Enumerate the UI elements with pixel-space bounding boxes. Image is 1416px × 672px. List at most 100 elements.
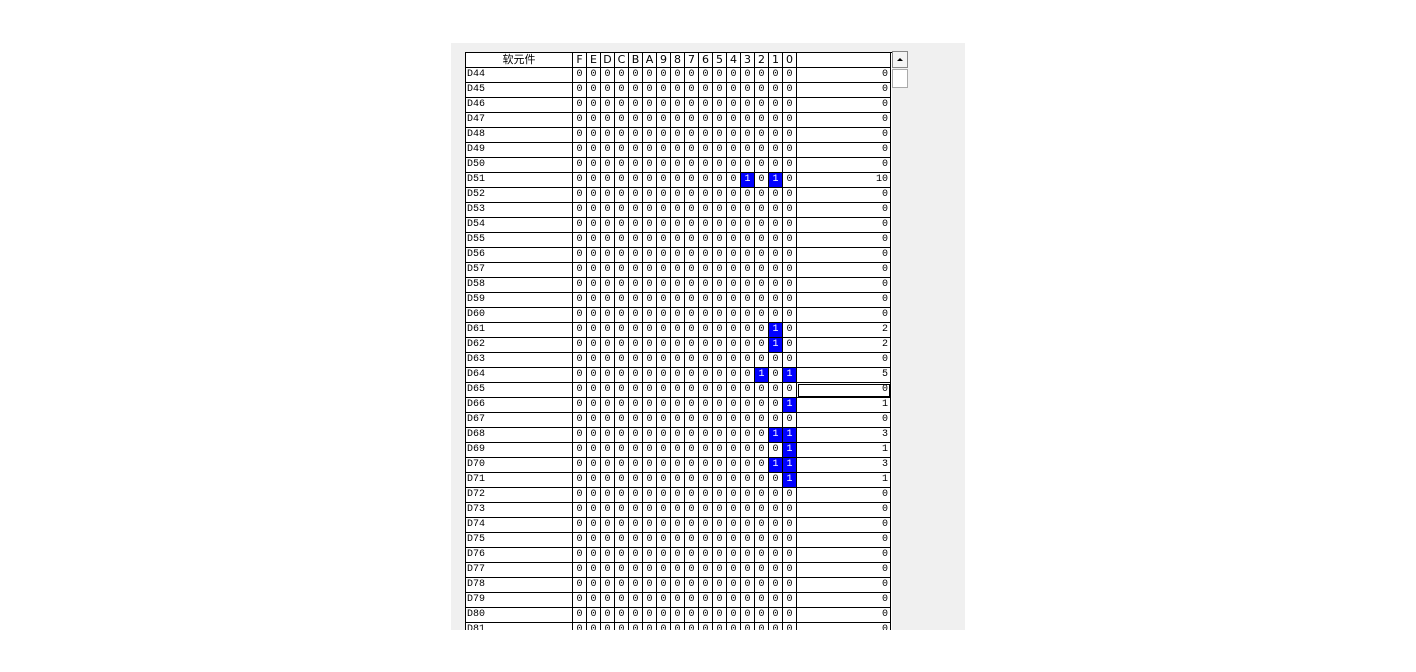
bit-cell[interactable]: 0: [741, 218, 755, 233]
bit-cell[interactable]: 0: [629, 608, 643, 623]
bit-cell[interactable]: 0: [783, 128, 797, 143]
bit-cell[interactable]: 0: [713, 323, 727, 338]
value-cell[interactable]: 5: [797, 368, 891, 383]
bit-cell[interactable]: 1: [783, 398, 797, 413]
bit-cell[interactable]: 0: [643, 248, 657, 263]
bit-cell[interactable]: 0: [671, 113, 685, 128]
bit-cell[interactable]: 0: [671, 623, 685, 630]
bit-cell[interactable]: 0: [615, 488, 629, 503]
bit-cell[interactable]: 0: [643, 233, 657, 248]
bit-cell[interactable]: 0: [615, 353, 629, 368]
bit-cell[interactable]: 0: [741, 503, 755, 518]
bit-cell[interactable]: 0: [685, 488, 699, 503]
bit-cell[interactable]: 0: [769, 578, 783, 593]
bit-cell[interactable]: 0: [643, 503, 657, 518]
bit-cell[interactable]: 0: [629, 413, 643, 428]
bit-cell[interactable]: 0: [643, 473, 657, 488]
bit-cell[interactable]: 0: [657, 458, 671, 473]
bit-cell[interactable]: 0: [573, 98, 587, 113]
device-name[interactable]: D50: [466, 158, 573, 173]
bit-cell[interactable]: 0: [727, 143, 741, 158]
bit-cell[interactable]: 0: [643, 563, 657, 578]
bit-cell[interactable]: 0: [713, 68, 727, 83]
value-cell[interactable]: 0: [797, 578, 891, 593]
bit-cell[interactable]: 0: [671, 98, 685, 113]
bit-cell[interactable]: 0: [685, 563, 699, 578]
bit-cell[interactable]: 0: [699, 548, 713, 563]
bit-cell[interactable]: 0: [699, 518, 713, 533]
value-cell[interactable]: 1: [797, 443, 891, 458]
bit-cell[interactable]: 0: [741, 608, 755, 623]
device-name[interactable]: D80: [466, 608, 573, 623]
bit-cell[interactable]: 0: [755, 233, 769, 248]
bit-cell[interactable]: 0: [783, 218, 797, 233]
bit-cell[interactable]: 0: [601, 218, 615, 233]
bit-cell[interactable]: 0: [629, 578, 643, 593]
bit-cell[interactable]: 0: [755, 563, 769, 578]
bit-cell[interactable]: 0: [783, 293, 797, 308]
bit-cell[interactable]: 0: [671, 563, 685, 578]
bit-cell[interactable]: 0: [573, 278, 587, 293]
bit-cell[interactable]: 0: [643, 98, 657, 113]
bit-cell[interactable]: 0: [573, 593, 587, 608]
bit-cell[interactable]: 0: [573, 473, 587, 488]
bit-cell[interactable]: 0: [629, 383, 643, 398]
bit-cell[interactable]: 0: [769, 278, 783, 293]
bit-cell[interactable]: 0: [573, 578, 587, 593]
bit-cell[interactable]: 0: [629, 398, 643, 413]
value-cell[interactable]: 0: [797, 593, 891, 608]
bit-cell[interactable]: 0: [643, 593, 657, 608]
bit-cell[interactable]: 0: [727, 578, 741, 593]
bit-cell[interactable]: 0: [587, 593, 601, 608]
bit-cell[interactable]: 0: [685, 158, 699, 173]
bit-cell[interactable]: 0: [699, 608, 713, 623]
bit-cell[interactable]: 0: [573, 368, 587, 383]
bit-cell[interactable]: 0: [755, 593, 769, 608]
bit-cell[interactable]: 0: [783, 188, 797, 203]
bit-cell[interactable]: 0: [657, 128, 671, 143]
bit-cell[interactable]: 0: [629, 128, 643, 143]
bit-cell[interactable]: 0: [615, 503, 629, 518]
bit-cell[interactable]: 0: [741, 458, 755, 473]
bit-cell[interactable]: 0: [657, 68, 671, 83]
bit-cell[interactable]: 0: [629, 593, 643, 608]
bit-cell[interactable]: 0: [657, 398, 671, 413]
value-cell[interactable]: 0: [797, 158, 891, 173]
bit-cell[interactable]: 0: [783, 338, 797, 353]
bit-cell[interactable]: 0: [657, 443, 671, 458]
value-cell[interactable]: 0: [797, 113, 891, 128]
bit-cell[interactable]: 0: [573, 518, 587, 533]
device-name[interactable]: D60: [466, 308, 573, 323]
bit-cell[interactable]: 0: [629, 488, 643, 503]
bit-cell[interactable]: 0: [769, 503, 783, 518]
bit-cell[interactable]: 0: [643, 533, 657, 548]
bit-cell[interactable]: 0: [643, 113, 657, 128]
bit-cell[interactable]: 0: [657, 233, 671, 248]
bit-cell[interactable]: 0: [713, 218, 727, 233]
bit-cell[interactable]: 0: [671, 368, 685, 383]
bit-cell[interactable]: 0: [671, 68, 685, 83]
bit-cell[interactable]: 0: [573, 248, 587, 263]
bit-cell[interactable]: 0: [783, 278, 797, 293]
bit-cell[interactable]: 0: [587, 143, 601, 158]
bit-cell[interactable]: 0: [727, 203, 741, 218]
bit-cell[interactable]: 0: [699, 473, 713, 488]
bit-cell[interactable]: 0: [615, 128, 629, 143]
bit-cell[interactable]: 0: [755, 548, 769, 563]
bit-cell[interactable]: 0: [643, 608, 657, 623]
bit-cell[interactable]: 0: [699, 488, 713, 503]
bit-cell[interactable]: 0: [643, 338, 657, 353]
device-name[interactable]: D65: [466, 383, 573, 398]
bit-cell[interactable]: 0: [727, 473, 741, 488]
bit-cell[interactable]: 0: [671, 503, 685, 518]
bit-cell[interactable]: 0: [643, 323, 657, 338]
bit-cell[interactable]: 0: [713, 248, 727, 263]
bit-cell[interactable]: 0: [671, 548, 685, 563]
bit-cell[interactable]: 0: [741, 578, 755, 593]
device-name[interactable]: D81: [466, 623, 573, 630]
bit-cell[interactable]: 0: [671, 203, 685, 218]
bit-cell[interactable]: 0: [587, 248, 601, 263]
bit-cell[interactable]: 0: [587, 278, 601, 293]
bit-cell[interactable]: 0: [769, 248, 783, 263]
bit-cell[interactable]: 0: [587, 128, 601, 143]
